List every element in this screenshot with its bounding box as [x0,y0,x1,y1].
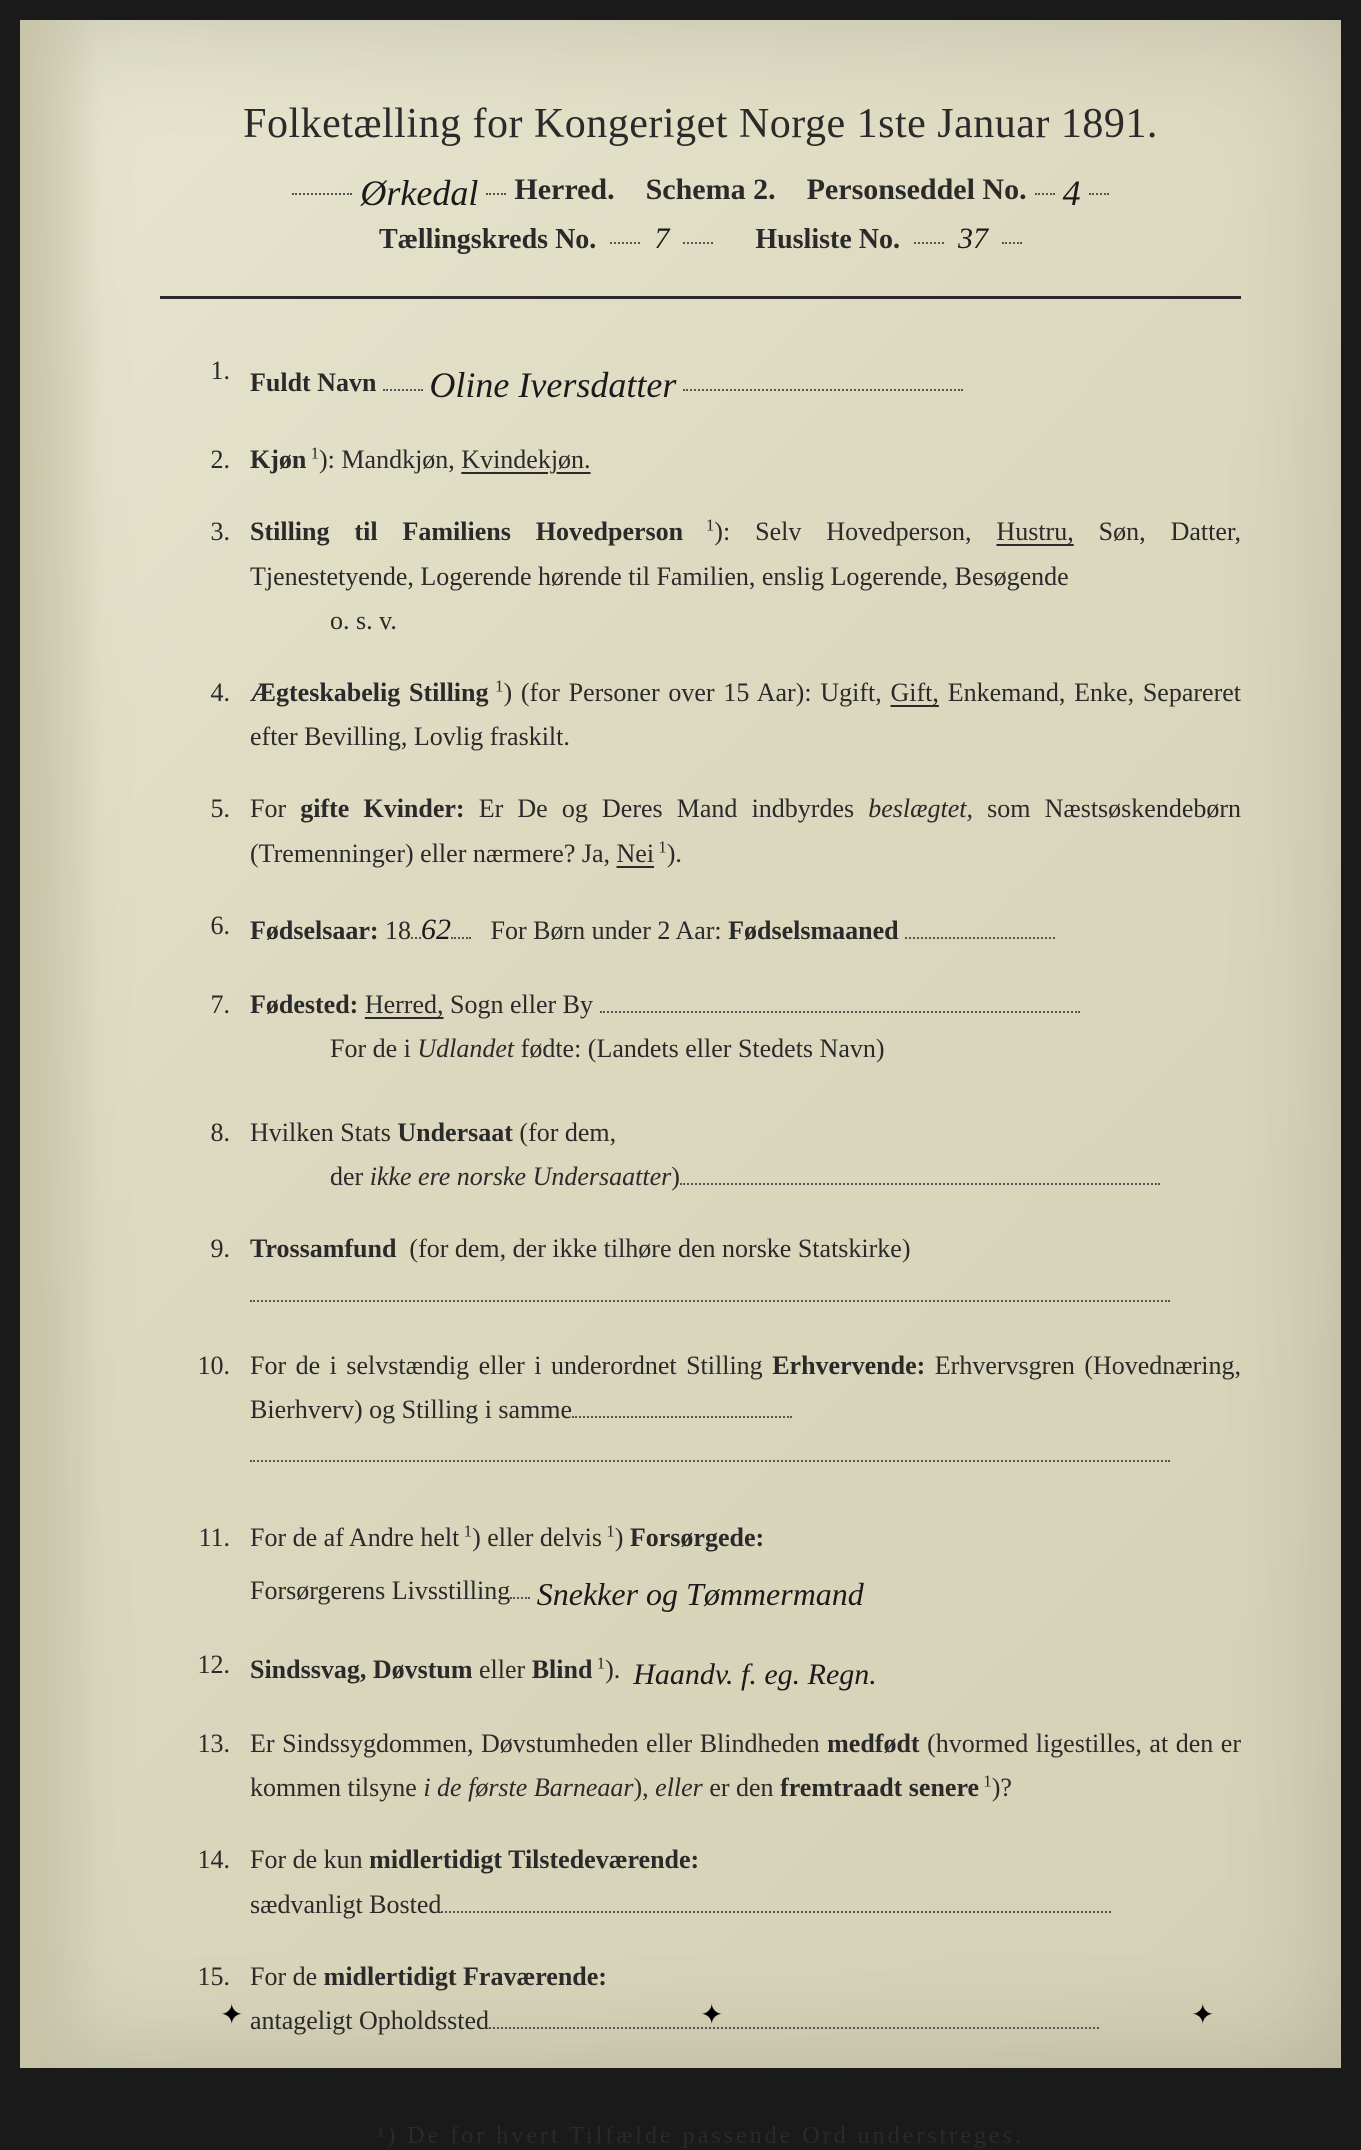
header-row-1: Ørkedal Herred. Schema 2. Personseddel N… [160,166,1241,208]
binding-mark-icon: ✦ [220,1998,250,2028]
herred-label: Herred. [514,173,614,207]
item-14: 14. For de kun midlertidigt Tilstedevære… [190,1838,1241,1926]
item-1: 1. Fuldt Navn Oline Iversdatter [190,349,1241,410]
form-header: Folketælling for Kongeriget Norge 1ste J… [160,100,1241,256]
item-8-label: Undersaat [397,1118,513,1147]
main-title: Folketælling for Kongeriget Norge 1ste J… [160,100,1241,148]
footnote: ¹) De for hvert Tilfælde passende Ord un… [160,2123,1241,2150]
item-3-selected: Hustru, [996,517,1073,546]
item-12-label: Sindssvag, Døvstum [250,1655,473,1684]
item-13-label: medfødt [827,1729,919,1758]
item-2: 2. Kjøn 1): Mandkjøn, Kvindekjøn. [190,438,1241,482]
item-3: 3. Stilling til Familiens Hovedperson 1)… [190,510,1241,643]
item-11: 11. For de af Andre helt 1) eller delvis… [190,1516,1241,1615]
item-4: 4. Ægteskabelig Stilling 1) (for Persone… [190,671,1241,759]
item-2-label: Kjøn [250,445,306,474]
item-10: 10. For de i selvstændig eller i underor… [190,1344,1241,1477]
item-12: 12. Sindssvag, Døvstum eller Blind 1). H… [190,1643,1241,1694]
header-row-2: Tællingskreds No. 7 Husliste No. 37 [160,222,1241,256]
form-items: 1. Fuldt Navn Oline Iversdatter 2. Kjøn … [160,349,1241,2043]
item-2-selected: Kvindekjøn. [461,445,590,474]
taellingskreds-label: Tællingskreds No. [379,224,596,256]
item-12-value: Haandv. f. eg. Regn. [633,1649,877,1700]
item-5-selected: Nei [617,839,655,868]
item-9-label: Trossamfund [250,1234,396,1263]
husliste-no: 37 [958,222,988,256]
header-divider [160,296,1241,299]
item-6-label: Fødselsaar: [250,916,379,945]
item-15-label: midlertidigt Fraværende: [324,1962,607,1991]
item-14-label: midlertidigt Tilstedeværende: [369,1845,699,1874]
item-4-selected: Gift, [891,678,939,707]
item-8: 8. Hvilken Stats Undersaat (for dem, der… [190,1111,1241,1199]
item-9: 9. Trossamfund (for dem, der ikke tilhør… [190,1227,1241,1315]
item-6-year: 62 [421,913,451,946]
taellingskreds-no: 7 [654,222,669,256]
item-11-value: Snekker og Tømmermand [537,1567,864,1621]
item-11-label: Forsørgede: [630,1523,764,1552]
schema-label: Schema 2. [646,173,776,207]
binding-mark-icon: ✦ [1191,1998,1221,2028]
item-10-label: Erhvervende: [772,1351,925,1380]
personseddel-no: 4 [1063,172,1081,214]
item-5-label: gifte Kvinder: [300,794,464,823]
item-6: 6. Fødselsaar: 1862 For Børn under 2 Aar… [190,904,1241,955]
item-1-label: Fuldt Navn [250,368,376,397]
item-7-selected: Herred, [365,990,444,1019]
item-13: 13. Er Sindssygdommen, Døvstumheden elle… [190,1722,1241,1810]
item-7-label: Fødested: [250,990,358,1019]
personseddel-label: Personseddel No. [807,173,1027,207]
item-3-label: Stilling til Familiens Hovedperson [250,517,683,546]
binding-mark-icon: ✦ [700,1998,730,2028]
census-form-page: Folketælling for Kongeriget Norge 1ste J… [20,20,1341,2068]
herred-value: Ørkedal [360,172,478,214]
husliste-label: Husliste No. [755,224,900,256]
item-5: 5. For gifte Kvinder: Er De og Deres Man… [190,787,1241,875]
item-4-label: Ægteskabelig Stilling [250,678,488,707]
item-1-name: Oline Iversdatter [429,355,676,416]
item-7: 7. Fødested: Herred, Sogn eller By For d… [190,983,1241,1071]
